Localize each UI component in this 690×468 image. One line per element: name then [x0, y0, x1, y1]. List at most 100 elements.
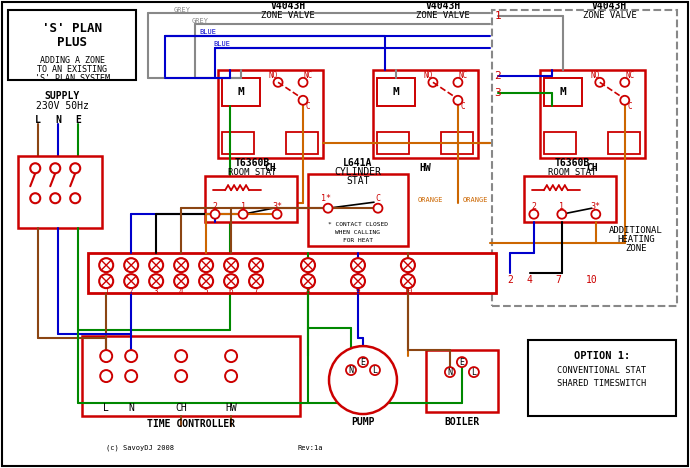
- Circle shape: [249, 274, 263, 288]
- Text: BLUE: BLUE: [199, 29, 217, 36]
- Text: V4043H: V4043H: [425, 1, 460, 11]
- Text: 2: 2: [129, 286, 133, 296]
- Circle shape: [224, 258, 238, 272]
- Text: WHEN CALLING: WHEN CALLING: [335, 230, 380, 234]
- Circle shape: [299, 78, 308, 87]
- Bar: [286, 132, 318, 154]
- Text: 'S' PLAN SYSTEM: 'S' PLAN SYSTEM: [34, 74, 110, 83]
- Text: E: E: [360, 358, 366, 366]
- Text: ROOM STAT: ROOM STAT: [228, 168, 276, 177]
- Bar: [377, 78, 415, 106]
- Text: NO: NO: [268, 71, 277, 80]
- Bar: [528, 340, 676, 416]
- Text: 5: 5: [204, 286, 208, 296]
- Text: V4043H: V4043H: [592, 1, 627, 11]
- Bar: [18, 156, 102, 228]
- Text: PLUS: PLUS: [57, 36, 87, 49]
- Text: BLUE: BLUE: [214, 41, 230, 47]
- Text: C: C: [461, 102, 465, 111]
- Circle shape: [558, 210, 566, 219]
- Circle shape: [99, 258, 113, 272]
- Bar: [222, 78, 260, 106]
- Text: M: M: [560, 88, 566, 97]
- Text: M: M: [238, 88, 244, 97]
- Bar: [82, 336, 300, 416]
- Circle shape: [70, 193, 80, 203]
- Text: Rev:1a: Rev:1a: [297, 445, 323, 451]
- Text: ADDING A ZONE: ADDING A ZONE: [40, 56, 105, 65]
- Circle shape: [175, 350, 187, 362]
- Circle shape: [99, 274, 113, 288]
- Circle shape: [373, 204, 382, 213]
- Bar: [377, 132, 409, 154]
- Circle shape: [199, 258, 213, 272]
- Circle shape: [100, 350, 112, 362]
- Text: 10: 10: [586, 275, 598, 285]
- Text: NO: NO: [590, 71, 600, 80]
- Circle shape: [301, 274, 315, 288]
- Circle shape: [125, 350, 137, 362]
- Text: STAT: STAT: [346, 176, 370, 186]
- Text: TIME CONTROLLER: TIME CONTROLLER: [147, 419, 235, 429]
- Circle shape: [149, 258, 163, 272]
- Text: SUPPLY: SUPPLY: [45, 91, 80, 101]
- Text: 1: 1: [560, 202, 564, 211]
- Bar: [218, 70, 323, 158]
- Text: NC: NC: [304, 71, 313, 80]
- Text: 2: 2: [213, 202, 217, 211]
- Circle shape: [469, 367, 479, 377]
- Text: 230V 50Hz: 230V 50Hz: [36, 101, 89, 111]
- Text: 4: 4: [527, 275, 533, 285]
- Text: 3*: 3*: [272, 202, 282, 211]
- Text: C: C: [627, 102, 632, 111]
- Circle shape: [273, 210, 282, 219]
- Circle shape: [428, 78, 437, 87]
- Text: HEATING: HEATING: [617, 234, 655, 244]
- Circle shape: [174, 274, 188, 288]
- Text: 10: 10: [404, 286, 413, 296]
- Circle shape: [70, 163, 80, 173]
- Text: L: L: [373, 366, 377, 374]
- Bar: [373, 70, 478, 158]
- Circle shape: [50, 163, 60, 173]
- Text: N: N: [447, 367, 453, 377]
- Bar: [222, 132, 254, 154]
- Text: 'S' PLAN: 'S' PLAN: [42, 22, 102, 35]
- Text: C: C: [306, 102, 310, 111]
- Circle shape: [620, 78, 629, 87]
- Circle shape: [124, 274, 138, 288]
- Bar: [544, 132, 576, 154]
- Circle shape: [100, 370, 112, 382]
- Circle shape: [370, 365, 380, 375]
- Text: M: M: [393, 88, 400, 97]
- Text: ZONE: ZONE: [625, 244, 647, 253]
- Text: 2: 2: [531, 202, 536, 211]
- Text: 8: 8: [306, 286, 310, 296]
- Circle shape: [149, 274, 163, 288]
- Circle shape: [358, 357, 368, 367]
- Bar: [88, 253, 496, 293]
- Circle shape: [299, 96, 308, 105]
- Circle shape: [324, 204, 333, 213]
- Circle shape: [401, 258, 415, 272]
- Text: CYLINDER: CYLINDER: [335, 167, 382, 177]
- Bar: [308, 174, 408, 246]
- Circle shape: [30, 163, 40, 173]
- Text: CH: CH: [586, 163, 598, 173]
- Circle shape: [239, 210, 248, 219]
- Bar: [205, 176, 297, 222]
- Text: 2: 2: [495, 71, 501, 81]
- Text: C: C: [375, 194, 380, 203]
- Text: (c) SavoyDJ 2008: (c) SavoyDJ 2008: [106, 445, 174, 451]
- Circle shape: [273, 78, 282, 87]
- Circle shape: [199, 274, 213, 288]
- Circle shape: [453, 78, 462, 87]
- Text: SHARED TIMESWITCH: SHARED TIMESWITCH: [557, 379, 647, 388]
- Circle shape: [249, 258, 263, 272]
- Text: 3: 3: [495, 88, 501, 98]
- Text: CH: CH: [264, 163, 276, 173]
- Text: ZONE VALVE: ZONE VALVE: [262, 11, 315, 20]
- Text: GREY: GREY: [174, 7, 190, 14]
- Text: ROOM STAT: ROOM STAT: [548, 168, 596, 177]
- Bar: [608, 132, 640, 154]
